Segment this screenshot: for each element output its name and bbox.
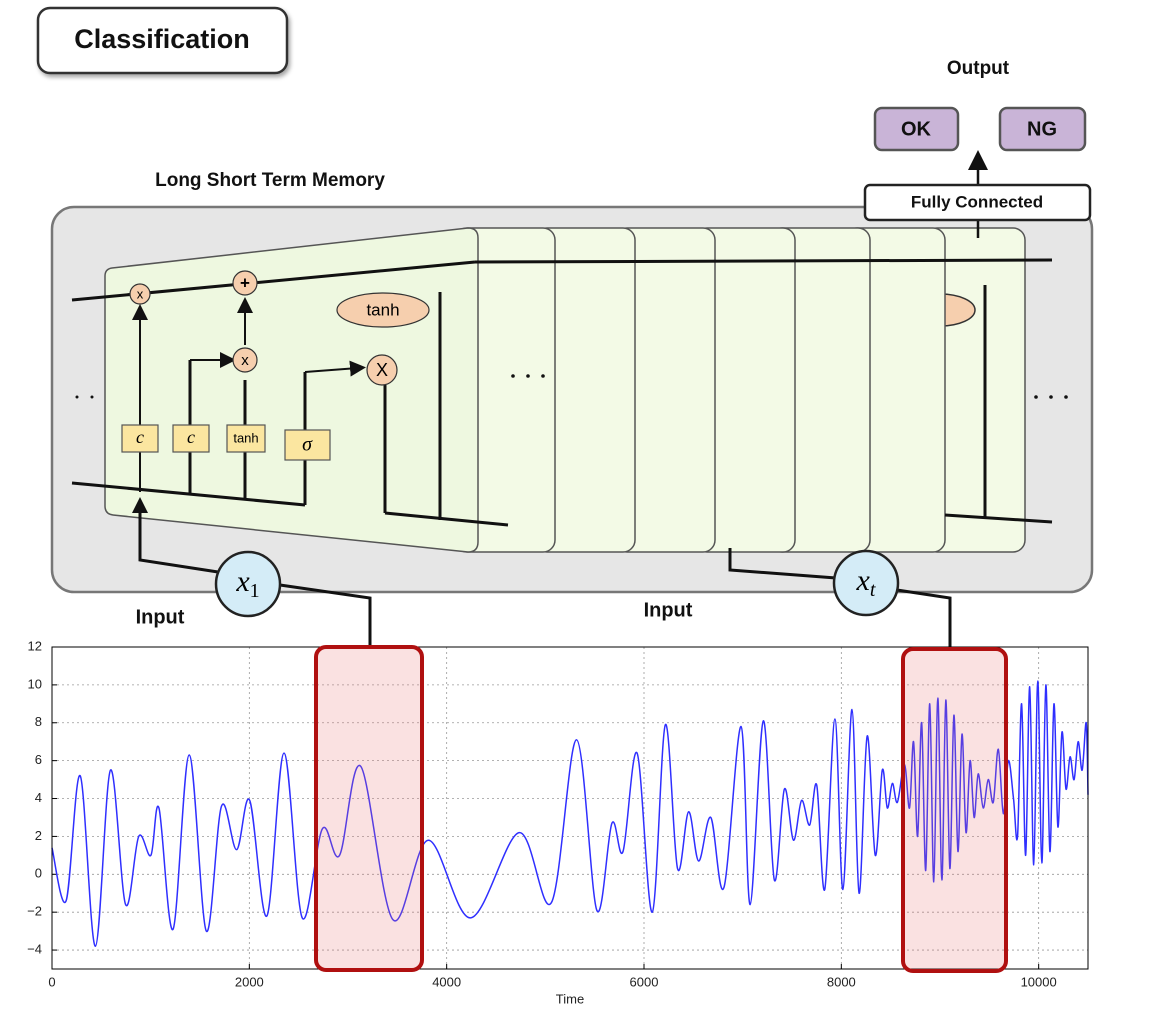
x-tick-label: 2000 [235,974,264,989]
lstm-title: Long Short Term Memory [155,170,385,191]
class-box [873,106,960,152]
data-line [51,680,1089,948]
y-tick-label: 6 [35,752,42,767]
gate-label: tanh [233,430,258,445]
op-label: x [137,286,144,301]
gate-label: c [136,427,144,447]
y-tick-label: 0 [35,866,42,881]
title-box: Classification [36,6,289,75]
x-tick-label: 4000 [432,974,461,989]
x-tick-label: 0 [48,974,55,989]
op-label: + [240,273,250,292]
gate-label: σ [302,434,313,456]
op-label: x [241,352,249,369]
input-symbol: xt [856,564,876,601]
chunk-box [314,645,424,972]
input-label: Input [136,606,185,628]
ellipsis [75,374,1068,399]
fc-label: Fully Connected [911,192,1043,211]
symbol: x [856,564,871,597]
y-tick-label: 12 [28,638,42,653]
input-node [214,550,282,618]
x-tick-label: 10000 [1021,974,1057,989]
output-title: Output [947,58,1010,79]
class-label: OK [901,118,932,140]
gate-label: c [187,427,195,447]
x-tick-label: 6000 [630,974,659,989]
cell-tanh: tanh [366,300,399,319]
input-symbol: x1 [235,565,259,602]
y-tick-label: 4 [35,790,42,805]
fc-box [863,183,1092,222]
class-box [998,106,1087,152]
chunks [314,645,1008,973]
y-tick-label: 10 [28,676,42,691]
chunk-box [901,647,1008,973]
input-label: Input [644,599,693,621]
subscript: t [870,579,876,601]
x-tick-label: 8000 [827,974,856,989]
y-tick-label: 8 [35,714,42,729]
y-tick-label: −4 [27,941,42,956]
x-axis-label: Time [556,991,584,1006]
y-tick-label: 2 [35,828,42,843]
subscript: 1 [250,580,260,602]
gate-boxes [121,424,331,461]
symbol: x [235,565,250,598]
input-node [832,549,900,617]
y-tick-label: −2 [27,904,42,919]
title: Classification [74,24,250,54]
op-label: X [376,360,388,380]
op-circles [129,270,430,386]
class-label: NG [1027,118,1057,140]
plot-frame [51,646,1089,970]
chart: −4 −2 0 2 4 6 8 10 12 0 2000 4000 6000 8000 10000 Time [27,638,1089,1006]
